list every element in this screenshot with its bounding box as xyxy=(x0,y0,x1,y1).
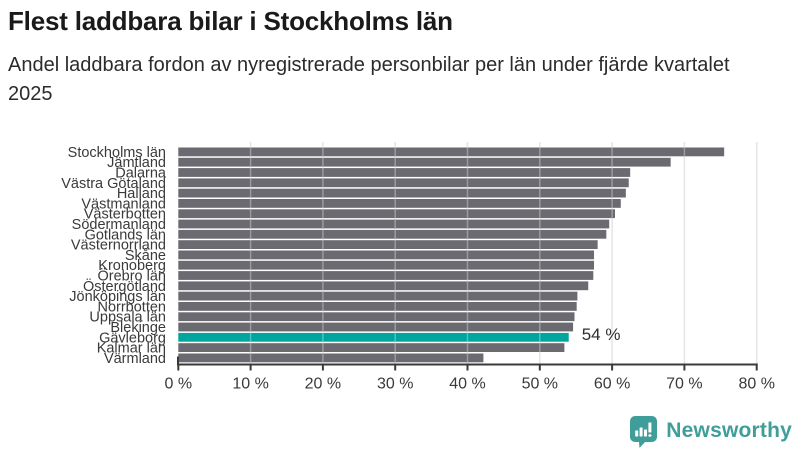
category-label-v-sternorrland: Västernorrland xyxy=(71,238,166,254)
bar-stockholms-l-n xyxy=(178,147,725,157)
category-label-gotlands-l-n: Gotlands län xyxy=(85,227,166,243)
chart-title: Flest laddbara bilar i Stockholms län xyxy=(8,6,453,36)
x-tick-label: 30 % xyxy=(377,376,413,393)
bar-sk-ne xyxy=(178,250,595,260)
bar-j-mtland xyxy=(178,157,671,167)
category-label-v-sterbotten: Västerbotten xyxy=(84,207,166,223)
bar-gotlands-l-n xyxy=(178,229,607,239)
category-label-sterg-tland: Östergötland xyxy=(83,277,166,295)
x-tick-label: 40 % xyxy=(449,376,485,393)
bar-uppsala-l-n xyxy=(178,312,575,322)
category-label-v-stra-g-taland: Västra Götaland xyxy=(61,176,166,192)
bar-kronoberg xyxy=(178,260,595,270)
category-label-g-vleborg: Gävleborg xyxy=(99,330,166,346)
category-label-v-rmland: Värmland xyxy=(104,351,166,367)
bar-kalmar-l-n xyxy=(178,343,565,352)
category-label-dalarna: Dalarna xyxy=(115,166,167,182)
newsworthy-wordmark: Newsworthy xyxy=(666,419,792,442)
bar-v-stra-g-taland xyxy=(178,178,629,188)
category-label-j-nk-pings-l-n: Jönköpings län xyxy=(69,289,166,305)
x-tick-label: 0 % xyxy=(165,376,193,393)
bar-s-dermanland xyxy=(178,219,610,229)
bar-v-rmland xyxy=(178,353,484,363)
bar-dalarna xyxy=(178,168,631,177)
category-label-rebro-l-n: Örebro län xyxy=(97,267,166,285)
chart-subtitle: Andel laddbara fordon av nyregistrerade … xyxy=(8,54,730,105)
x-tick-label: 10 % xyxy=(232,376,268,393)
newsworthy-logo[interactable]: Newsworthy xyxy=(629,415,792,448)
bar-rebro-l-n xyxy=(178,271,594,280)
bar-v-sterbotten xyxy=(178,209,615,219)
category-label-uppsala-l-n: Uppsala län xyxy=(89,310,166,326)
bar-j-nk-pings-l-n xyxy=(178,291,578,301)
bar-g-vleborg xyxy=(178,332,569,342)
x-tick-label: 50 % xyxy=(522,376,558,393)
category-label-sk-ne: Skåne xyxy=(125,248,166,264)
category-label-stockholms-l-n: Stockholms län xyxy=(68,145,166,161)
newsworthy-icon xyxy=(630,415,658,448)
category-label-norrbotten: Norrbotten xyxy=(97,299,166,315)
category-label-kalmar-l-n: Kalmar län xyxy=(97,341,166,357)
bar-sterg-tland xyxy=(178,281,589,291)
x-tick-label: 20 % xyxy=(305,376,341,393)
category-label-j-mtland: Jämtland xyxy=(107,155,166,171)
value-label-g-vleborg: 54 % xyxy=(582,325,621,344)
category-label-blekinge: Blekinge xyxy=(110,320,166,336)
bar-v-stmanland xyxy=(178,199,621,208)
category-label-v-stmanland: Västmanland xyxy=(81,196,166,212)
x-tick-label: 60 % xyxy=(594,376,630,393)
x-tick-label: 70 % xyxy=(666,376,702,393)
bar-blekinge xyxy=(178,322,574,332)
bar-norrbotten xyxy=(178,302,577,311)
category-label-halland: Halland xyxy=(117,186,166,202)
category-label-kronoberg: Kronoberg xyxy=(98,258,166,274)
category-label-s-dermanland: Södermanland xyxy=(72,217,166,233)
x-tick-label: 80 % xyxy=(738,376,774,393)
bar-halland xyxy=(178,188,626,198)
bar-v-sternorrland xyxy=(178,240,598,249)
